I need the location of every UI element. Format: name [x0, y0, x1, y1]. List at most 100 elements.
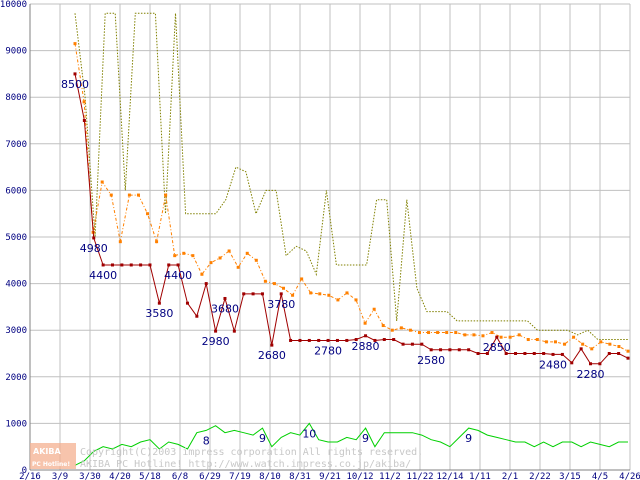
y-tick-label: 7000	[5, 140, 27, 150]
x-tick-label: 7/19	[229, 472, 251, 480]
data-label: 3780	[267, 298, 295, 311]
series-point	[542, 352, 546, 355]
series-point	[223, 297, 227, 301]
series-point	[392, 338, 396, 342]
series-point	[120, 263, 124, 267]
series-point	[317, 338, 321, 342]
series-point	[345, 291, 349, 295]
series-point	[82, 100, 86, 104]
series-point	[517, 333, 521, 337]
y-tick-label: 0	[22, 466, 27, 476]
y-tick-label: 2000	[5, 373, 27, 383]
series-point	[532, 352, 536, 355]
series-point	[617, 345, 621, 349]
series-point	[490, 331, 494, 335]
series-point	[514, 352, 518, 355]
series-point	[204, 282, 208, 286]
x-tick-label: 5/18	[139, 472, 161, 480]
data-label: 4400	[164, 269, 192, 282]
series-point	[570, 361, 574, 365]
series-point	[410, 342, 414, 346]
series-point	[236, 265, 240, 269]
series-point	[354, 298, 358, 302]
series-point	[553, 340, 557, 344]
series-point	[176, 263, 180, 267]
data-label: 2780	[314, 344, 342, 357]
series-point	[155, 240, 159, 244]
series-point	[579, 347, 583, 351]
series-point	[427, 331, 431, 335]
series-point	[373, 338, 377, 342]
x-tick-label: 3/30	[79, 472, 101, 480]
grid-lines	[29, 3, 631, 471]
series-point	[381, 324, 385, 328]
data-label: 9	[259, 432, 266, 445]
series-point	[327, 293, 331, 297]
series-point	[463, 333, 467, 337]
series-point	[109, 193, 113, 197]
series-point	[401, 342, 405, 346]
series-point	[263, 279, 267, 283]
series-point	[467, 348, 471, 352]
series-point	[572, 335, 576, 339]
y-tick-label: 5000	[5, 233, 27, 243]
data-labels: 8500 4980 4400 3580 4400 2980 3680 2680 3780 2780…	[61, 78, 605, 447]
series-point	[185, 301, 189, 305]
data-label: 3580	[145, 307, 173, 320]
series-point	[399, 326, 403, 330]
data-label: 9	[362, 432, 369, 445]
series-point	[581, 342, 585, 346]
y-tick-label: 4000	[5, 280, 27, 290]
series-point	[382, 338, 386, 342]
data-label: 4400	[89, 269, 117, 282]
series-point	[472, 333, 476, 337]
series-group	[73, 12, 630, 466]
series-point	[454, 331, 458, 335]
data-label: 2980	[202, 335, 230, 348]
x-tick-label: 2/1	[502, 472, 518, 480]
series-point	[499, 335, 503, 339]
series-point	[608, 342, 612, 346]
data-label: 4980	[80, 242, 108, 255]
series-line	[74, 43, 629, 352]
x-tick-label: 2/16	[19, 472, 41, 480]
series-point	[289, 338, 293, 342]
data-label: 2850	[483, 341, 511, 354]
series-point	[544, 340, 548, 344]
series-point	[508, 335, 512, 339]
series-point	[214, 329, 218, 333]
series-point	[309, 291, 313, 295]
series-line	[74, 422, 628, 466]
x-tick-label: 4/26	[619, 472, 640, 480]
series-point	[335, 338, 339, 342]
series-point	[390, 328, 394, 332]
y-tick-label: 6000	[5, 186, 27, 196]
akiba-logo-box	[30, 443, 76, 469]
series-point	[73, 72, 77, 76]
series-point	[607, 352, 611, 355]
series-point	[336, 298, 340, 302]
series-point	[429, 348, 433, 352]
series-point	[598, 362, 602, 366]
series-point	[254, 258, 258, 262]
series-point	[127, 193, 131, 197]
series-point	[100, 180, 104, 184]
x-tick-label: 8/10	[259, 472, 281, 480]
series-line	[74, 73, 629, 365]
y-tick-label: 10000	[0, 0, 27, 10]
series-point	[590, 347, 594, 351]
series-point	[232, 329, 236, 333]
series-point	[157, 301, 161, 305]
series-point	[420, 342, 424, 346]
series-point	[345, 338, 349, 342]
x-tick-label: 1/11	[469, 472, 491, 480]
series-point	[495, 335, 499, 339]
x-tick-label: 12/14	[436, 472, 463, 480]
series-point	[182, 251, 186, 255]
series-point	[485, 352, 489, 355]
series-point	[626, 349, 630, 353]
series-point	[227, 249, 231, 253]
series-point	[167, 263, 171, 267]
